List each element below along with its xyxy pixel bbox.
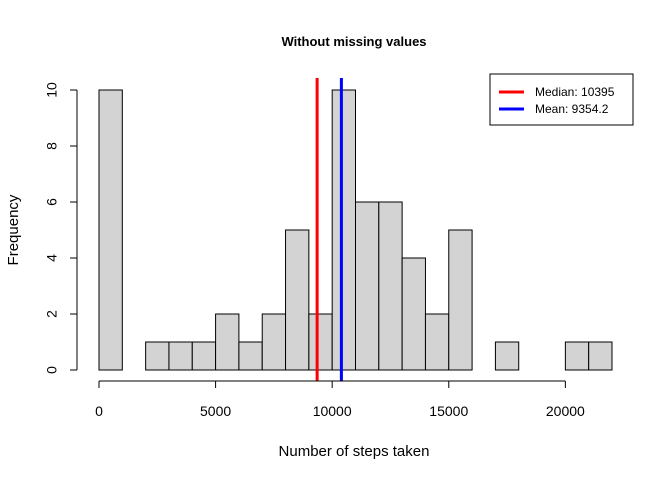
legend-label: Mean: 9354.2 (535, 102, 609, 116)
histogram-bar-6 (238, 341, 263, 371)
bars-group (98, 89, 613, 371)
legend-label: Median: 10395 (535, 85, 615, 99)
y-tick-label: 4 (44, 254, 60, 262)
histogram-bar-21 (588, 341, 613, 371)
y-tick-label: 6 (44, 198, 60, 206)
histogram-bar-13 (401, 257, 426, 371)
chart-title: Without missing values (281, 34, 426, 49)
reference-lines-group (315, 78, 343, 381)
x-axis-label: Number of steps taken (279, 443, 430, 460)
histogram-bar-4 (191, 341, 217, 371)
x-tick-label: 20000 (546, 403, 585, 419)
histogram-bar-8 (285, 229, 310, 371)
histogram-bar-12 (378, 201, 403, 371)
histogram-bar-10 (331, 89, 357, 371)
histogram-bar-3 (168, 341, 193, 371)
histogram-bar-5 (215, 313, 240, 371)
histogram-bar-17 (494, 341, 520, 371)
y-tick-label: 8 (44, 142, 60, 150)
histogram-bar-11 (355, 201, 380, 371)
histogram-bar-20 (564, 341, 590, 371)
histogram-bar-9 (308, 313, 333, 371)
y-tick-label: 0 (44, 366, 60, 374)
histogram-bar-2 (145, 341, 170, 371)
y-tick-label: 2 (44, 310, 60, 318)
x-tick-label: 10000 (313, 403, 352, 419)
x-axis: 0 5000 10000 15000 20000 (95, 380, 585, 419)
legend-box (489, 73, 634, 126)
y-tick-label: 10 (44, 82, 60, 98)
histogram-bar-7 (261, 313, 287, 371)
y-axis: 0 2 4 6 8 10 (44, 82, 78, 374)
legend: Median: 10395 Mean: 9354.2 (489, 73, 634, 126)
histogram-bar-15 (448, 229, 473, 371)
histogram-bar-0 (98, 89, 123, 371)
x-tick-label: 0 (95, 403, 103, 419)
x-tick-label: 15000 (429, 403, 468, 419)
x-tick-label: 5000 (200, 403, 231, 419)
histogram-bar-14 (424, 313, 450, 371)
y-axis-label: Frequency (5, 194, 22, 265)
